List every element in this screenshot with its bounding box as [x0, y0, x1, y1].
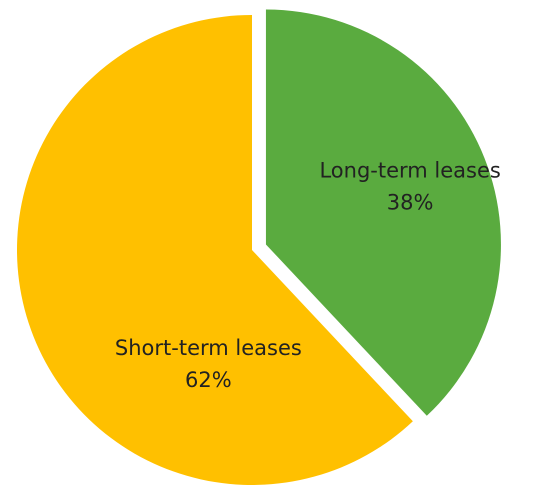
slice-label: Long-term leases: [319, 158, 500, 182]
slice-value-label: 62%: [185, 368, 232, 392]
pie-slice: [16, 15, 413, 485]
slice-value-label: 38%: [387, 190, 434, 214]
slice-label: Short-term leases: [115, 336, 302, 360]
pie-slice: [265, 9, 501, 416]
